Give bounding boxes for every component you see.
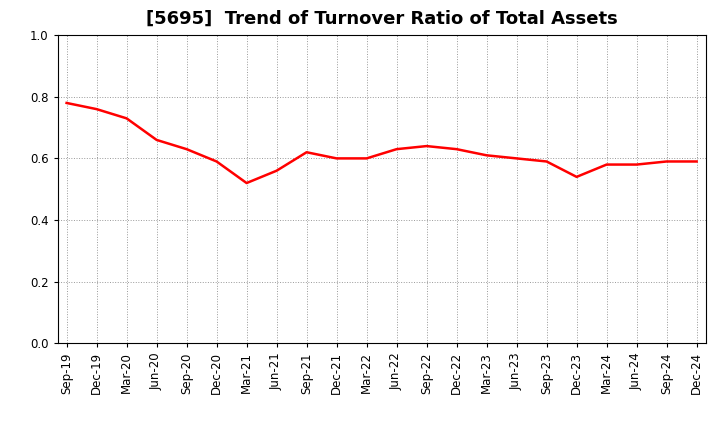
Title: [5695]  Trend of Turnover Ratio of Total Assets: [5695] Trend of Turnover Ratio of Total … bbox=[145, 10, 618, 28]
